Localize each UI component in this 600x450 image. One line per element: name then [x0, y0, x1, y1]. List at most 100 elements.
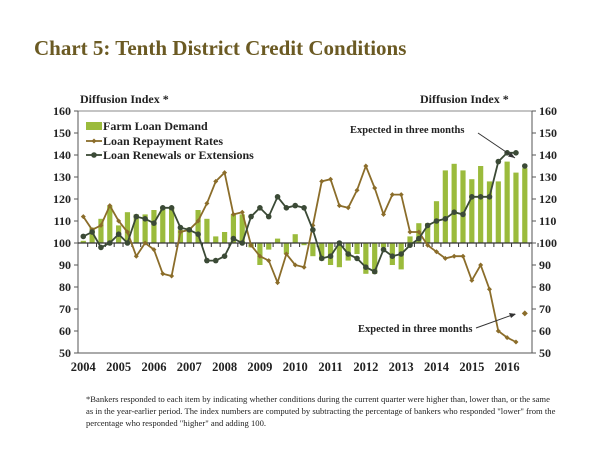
repayment-point	[239, 209, 245, 215]
y-tick-label-right: 140	[539, 148, 557, 162]
renewals-point	[239, 240, 246, 246]
y-tick-label-right: 160	[539, 104, 557, 118]
bar	[274, 238, 281, 243]
renewals-point	[89, 229, 95, 235]
legend-swatch-farm-loan-demand	[86, 122, 102, 130]
bar	[160, 207, 166, 243]
renewals-point	[416, 235, 422, 242]
renewals-line	[82, 151, 516, 273]
renewals-point	[460, 211, 466, 218]
bar	[301, 243, 307, 246]
renewals-point	[204, 257, 210, 264]
bar	[169, 207, 175, 243]
y-tick-label-right: 110	[539, 214, 556, 228]
bar	[292, 234, 298, 243]
repayment-point	[319, 178, 325, 184]
chart-plot: 50 50 60 60 70 70 80 80 90 90 100 100 110 110 120 120 13…	[53, 104, 557, 374]
bar	[380, 243, 387, 248]
renewals-point	[115, 231, 122, 237]
legend-label: Loan Repayment Rates	[103, 134, 223, 148]
renewals-point	[433, 218, 440, 224]
renewals-point	[265, 213, 272, 220]
repayment-point	[381, 211, 387, 217]
repayment-point	[434, 249, 439, 255]
renewals-point	[257, 205, 263, 211]
repayment-point	[407, 229, 413, 235]
renewals-point	[177, 224, 184, 231]
x-tick-label: 2015	[459, 360, 484, 374]
y-tick-label-right: 150	[539, 126, 557, 140]
renewals-point	[407, 242, 413, 248]
x-tick-label: 2007	[177, 360, 202, 374]
annotation-expected-bottom: Expected in three months	[358, 324, 472, 335]
footnote: *Bankers responded to each item by indic…	[86, 394, 556, 428]
bar	[460, 170, 466, 243]
repayment-point	[292, 262, 298, 268]
bar	[504, 161, 510, 243]
renewals-point	[274, 194, 281, 200]
repayment-point	[116, 218, 122, 224]
y-tick-label: 150	[53, 126, 71, 140]
x-tick-label: 2014	[424, 360, 450, 374]
y-tick-label: 50	[59, 346, 71, 360]
y-tick-label: 100	[53, 236, 71, 250]
bar	[230, 214, 237, 243]
renewals-expected-point	[522, 163, 528, 169]
repayment-point	[495, 328, 501, 334]
repayment-point	[124, 229, 130, 235]
repayment-point	[169, 273, 175, 279]
renewals-point	[477, 194, 484, 200]
renewals-point	[363, 264, 369, 271]
bar	[469, 179, 475, 243]
x-tick-label: 2008	[212, 360, 237, 374]
renewals-point	[133, 213, 140, 220]
x-tick-label: 2009	[247, 360, 272, 374]
repayment-point	[142, 240, 148, 246]
renewals-point	[292, 202, 299, 209]
renewals-point	[159, 205, 166, 211]
bar	[204, 218, 210, 243]
bar	[98, 218, 104, 243]
repayment-expected-point	[521, 310, 528, 317]
bar	[186, 227, 192, 243]
repayment-point	[469, 277, 475, 283]
repayment-point	[354, 187, 360, 193]
bar	[442, 170, 448, 243]
annotation-arrow	[477, 132, 516, 159]
y-tick-label: 110	[54, 214, 71, 228]
bar	[89, 227, 95, 243]
bar	[221, 232, 228, 243]
repayment-point	[398, 192, 404, 198]
bar	[319, 243, 325, 261]
renewals-point	[80, 233, 87, 240]
renewals-point	[327, 253, 334, 259]
repayment-point	[301, 264, 307, 270]
repayment-point	[98, 222, 104, 228]
y-tick-label: 160	[53, 104, 71, 118]
y-tick-label: 70	[59, 302, 71, 316]
repayment-point	[451, 253, 457, 259]
arrow-head-icon	[509, 313, 516, 318]
repayment-point	[151, 247, 157, 253]
legend-marker-renewals	[91, 152, 97, 158]
bar	[266, 243, 272, 250]
renewals-point	[345, 251, 352, 257]
repayment-point	[283, 251, 289, 257]
repayment-point	[275, 280, 281, 286]
repayment-point	[425, 242, 431, 248]
repayment-point	[133, 253, 139, 259]
renewals-point	[283, 205, 290, 211]
bar	[107, 205, 113, 243]
y-tick-label-right: 130	[539, 170, 557, 184]
y-tick-label-right: 120	[539, 192, 557, 206]
legend-label: Farm Loan Demand	[103, 119, 208, 133]
repayment-point	[257, 253, 263, 259]
y-tick-label-right: 60	[539, 324, 551, 338]
y-tick-label: 80	[59, 280, 71, 294]
repayment-point	[107, 203, 113, 209]
legend-marker-repayment	[91, 138, 97, 144]
repayment-point	[80, 214, 86, 220]
repayment-point	[416, 229, 422, 235]
bar	[354, 243, 360, 254]
